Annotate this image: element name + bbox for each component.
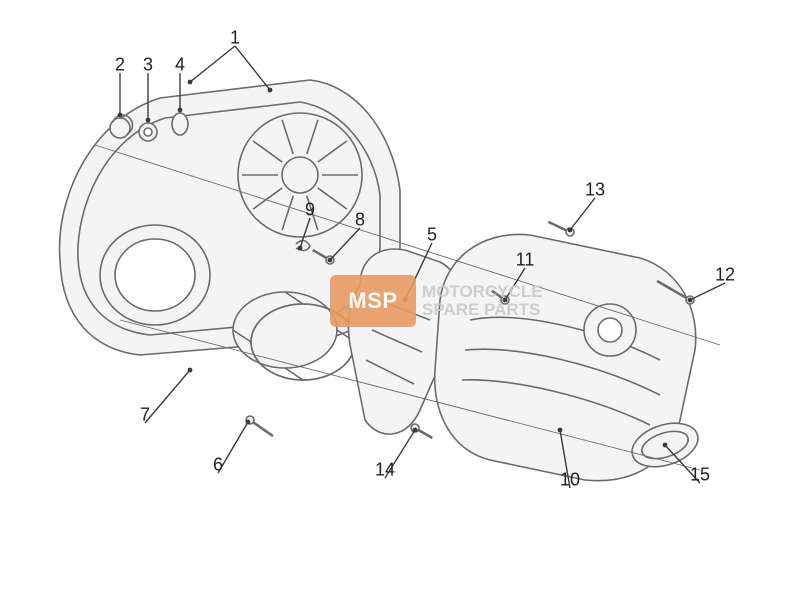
callout-15: 15 xyxy=(690,465,710,486)
callout-5: 5 xyxy=(427,225,437,246)
callout-10: 10 xyxy=(560,470,580,491)
callout-7: 7 xyxy=(140,405,150,426)
callout-12: 12 xyxy=(715,265,735,286)
callout-13: 13 xyxy=(585,180,605,201)
callout-9: 9 xyxy=(305,200,315,221)
callout-14: 14 xyxy=(375,460,395,481)
callout-8: 8 xyxy=(355,210,365,231)
callout-3: 3 xyxy=(143,55,153,76)
callout-2: 2 xyxy=(115,55,125,76)
leader-lines xyxy=(0,0,800,600)
callout-1: 1 xyxy=(230,28,240,49)
callout-6: 6 xyxy=(213,455,223,476)
callout-4: 4 xyxy=(175,55,185,76)
callout-11: 11 xyxy=(516,250,535,271)
diagram-stage: MSP MOTORCYCLE SPARE PARTS 1234567891011… xyxy=(0,0,800,600)
